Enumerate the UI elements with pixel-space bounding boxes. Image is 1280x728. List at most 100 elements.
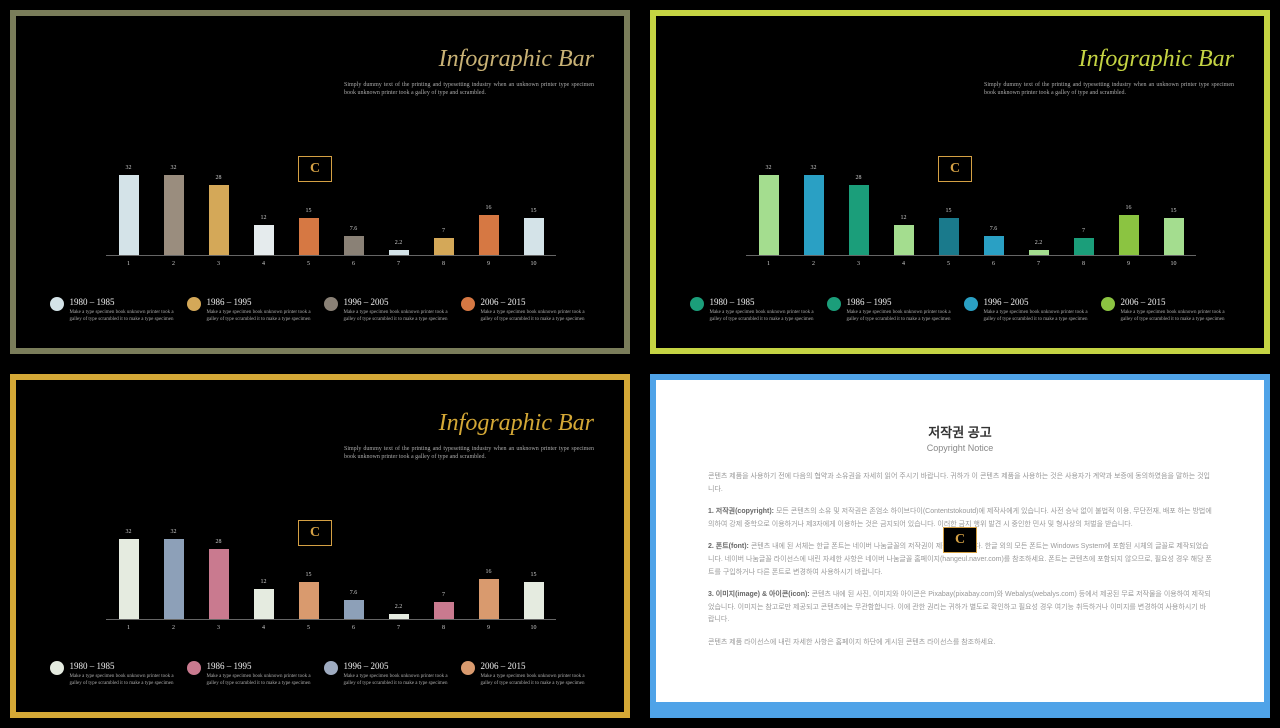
legend-period: 1996 – 2005 <box>984 297 1094 307</box>
legend-desc: Make a type specimen book unknown printe… <box>481 310 591 323</box>
copyright-frame: 저작권 공고 Copyright Notice 콘텐츠 제품을 사용하기 전에 … <box>650 374 1270 718</box>
legend-item: 1986 – 1995Make a type specimen book unk… <box>187 297 317 323</box>
legend-dot <box>324 297 338 311</box>
bar-label: 9 <box>1127 261 1130 267</box>
legend: 1980 – 1985 Make a type specimen book unk… <box>46 297 594 323</box>
bar-rect <box>254 225 274 255</box>
legend-desc: Make a type specimen book unknown printe… <box>70 674 180 687</box>
bar-value: 12 <box>901 215 907 221</box>
bar-value: 7 <box>1082 228 1085 234</box>
bar-rect <box>939 218 959 256</box>
bar-label: 4 <box>902 261 905 267</box>
legend-period: 1980 – 1985 <box>70 297 180 307</box>
bar: 7.66 <box>342 600 366 619</box>
copyright-content: 저작권 공고 Copyright Notice 콘텐츠 제품을 사용하기 전에 … <box>656 380 1264 702</box>
bar-label: 6 <box>352 625 355 631</box>
bar: 322 <box>162 175 186 255</box>
bar-rect <box>389 614 409 620</box>
legend-item: 1980 – 1985 Make a type specimen book unk… <box>690 297 820 323</box>
bar-value: 32 <box>126 529 132 535</box>
slide-1: Infographic Bar Simply dummy text of the… <box>0 0 640 364</box>
copyright-footer: 콘텐츠 제품 라이선스에 내린 자세한 사항은 홈페이지 하단에 게시된 콘텐츠… <box>708 637 1212 650</box>
bar-rect <box>119 175 139 255</box>
bar-value: 32 <box>766 165 772 171</box>
legend-period: 1980 – 1985 <box>710 297 820 307</box>
bar: 1510 <box>522 582 546 620</box>
legend-item: 1986 – 1995 Make a type specimen book unk… <box>827 297 957 323</box>
slide-frame: Infographic Bar Simply dummy text of the… <box>10 374 630 718</box>
bar-label: 7 <box>397 261 400 267</box>
bar-rect <box>299 218 319 256</box>
bar-label: 1 <box>767 261 770 267</box>
bar-value: 15 <box>531 572 537 578</box>
bar-label: 6 <box>352 261 355 267</box>
bar-value: 16 <box>486 205 492 211</box>
bar-value: 15 <box>306 208 312 214</box>
bar: 78 <box>1072 238 1096 256</box>
bar-rect <box>1074 238 1094 256</box>
legend-dot <box>964 297 978 311</box>
bar: 7.66 <box>982 236 1006 255</box>
legend-item: 1996 – 2005Make a type specimen book unk… <box>324 661 454 687</box>
bar-label: 8 <box>442 625 445 631</box>
chart-subtitle: Simply dummy text of the printing and ty… <box>984 81 1234 98</box>
copyright-p3: 3. 이미지(image) & 아이콘(icon): 콘텐츠 내에 된 사진, … <box>708 589 1212 627</box>
bar-label: 5 <box>307 261 310 267</box>
bar-value: 12 <box>261 215 267 221</box>
legend-desc: Make a type specimen book unknown printe… <box>847 310 957 323</box>
bar: 283 <box>207 185 231 255</box>
bar: 2.27 <box>387 614 411 620</box>
slide-frame: Infographic Bar Simply dummy text of the… <box>650 10 1270 354</box>
bar: 7.66 <box>342 236 366 255</box>
bar-label: 5 <box>947 261 950 267</box>
bar-value: 15 <box>946 208 952 214</box>
bar-rect <box>479 215 499 255</box>
bar-rect <box>164 175 184 255</box>
bar-label: 5 <box>307 625 310 631</box>
legend-item: 1980 – 1985Make a type specimen book unk… <box>50 297 180 323</box>
legend-item: 2006 – 2015 Make a type specimen book unk… <box>461 297 591 323</box>
legend-desc: Make a type specimen book unknown printe… <box>207 674 317 687</box>
bar: 283 <box>207 549 231 619</box>
legend-dot <box>187 661 201 675</box>
bar-label: 10 <box>1171 261 1177 267</box>
bar: 155 <box>937 218 961 256</box>
legend-period: 1996 – 2005 <box>344 297 454 307</box>
legend-period: 1986 – 1995 <box>847 297 957 307</box>
legend-dot <box>50 661 64 675</box>
bar: 2.27 <box>387 250 411 256</box>
watermark-badge: C <box>298 520 332 546</box>
legend-dot <box>1101 297 1115 311</box>
bar-rect <box>524 582 544 620</box>
bar: 1510 <box>522 218 546 256</box>
legend: 1980 – 1985 Make a type specimen book unk… <box>686 297 1234 323</box>
bar-rect <box>344 236 364 255</box>
legend-period: 2006 – 2015 <box>481 297 591 307</box>
header: Infographic Bar Simply dummy text of the… <box>344 410 594 462</box>
bar-value: 12 <box>261 579 267 585</box>
bar-rect <box>1164 218 1184 256</box>
legend-item: 1996 – 2005Make a type specimen book unk… <box>324 297 454 323</box>
bar: 321 <box>117 175 141 255</box>
bar-label: 9 <box>487 261 490 267</box>
bar-chart: 3213222831241557.662.27781691510 <box>746 126 1196 256</box>
bar-rect <box>299 582 319 620</box>
bar-rect <box>164 539 184 619</box>
watermark-badge: C <box>938 156 972 182</box>
chart-subtitle: Simply dummy text of the printing and ty… <box>344 81 594 98</box>
bar: 321 <box>117 539 141 619</box>
bar: 322 <box>162 539 186 619</box>
slide-frame: Infographic Bar Simply dummy text of the… <box>10 10 630 354</box>
legend-period: 2006 – 2015 <box>1121 297 1231 307</box>
bar-value: 16 <box>1126 205 1132 211</box>
legend: 1980 – 1985Make a type specimen book unk… <box>46 661 594 687</box>
chart-subtitle: Simply dummy text of the printing and ty… <box>344 445 594 462</box>
legend-desc: Make a type specimen book unknown printe… <box>710 310 820 323</box>
bar-label: 2 <box>812 261 815 267</box>
bar-value: 2.2 <box>395 604 403 610</box>
bar-value: 7 <box>442 228 445 234</box>
bar-value: 7 <box>442 592 445 598</box>
bar-rect <box>804 175 824 255</box>
copyright-intro: 콘텐츠 제품을 사용하기 전에 다음의 협약과 소유권을 자세히 읽어 주시기 … <box>708 471 1212 496</box>
watermark-badge: C <box>298 156 332 182</box>
